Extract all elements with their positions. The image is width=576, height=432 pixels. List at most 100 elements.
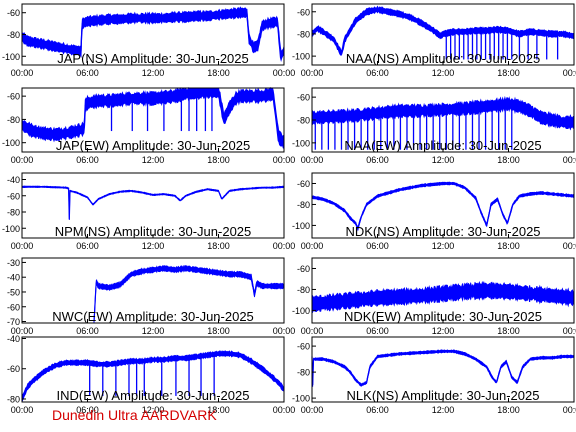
y-tick-label: -80 — [7, 394, 20, 404]
x-tick-label: 00:00 — [563, 241, 576, 251]
x-tick-label: 18:00 — [207, 241, 230, 251]
series-envelope — [312, 7, 574, 56]
x-tick-label: 00:00 — [563, 405, 576, 415]
x-tick-label: 12:00 — [432, 241, 455, 251]
amplitude-panel: -60 -80 -100 00:00 06:00 12:00 18:00 00:00 NAA(N… — [292, 4, 576, 78]
y-tick-label: -80 — [7, 208, 20, 218]
panel-title: JAP(EW) Amplitude: 30-Jun-2025 — [56, 138, 250, 153]
x-tick-label: 06:00 — [76, 155, 99, 165]
x-tick-label: 06:00 — [76, 326, 99, 336]
y-tick-label: -80 — [297, 29, 310, 39]
x-tick-label: 12:00 — [142, 241, 165, 251]
x-tick-label: 06:00 — [366, 68, 389, 78]
x-tick-label: 00:00 — [563, 68, 576, 78]
y-tick-label: -40 — [7, 175, 20, 185]
amplitude-panel: -60 -80 -100 00:00 06:00 12:00 18:00 00:00 JAP(N… — [2, 4, 295, 78]
y-tick-label: -100 — [292, 394, 310, 404]
x-tick-label: 12:00 — [142, 68, 165, 78]
series-line — [312, 184, 574, 229]
x-tick-label: 06:00 — [366, 241, 389, 251]
x-tick-label: 00:00 — [273, 326, 296, 336]
x-tick-label: 00:00 — [301, 326, 324, 336]
x-tick-label: 18:00 — [497, 405, 520, 415]
x-tick-label: 00:00 — [273, 241, 296, 251]
y-tick-label: -30 — [7, 258, 20, 268]
y-tick-label: -80 — [7, 115, 20, 125]
x-tick-label: 06:00 — [366, 155, 389, 165]
y-tick-label: -60 — [7, 8, 20, 18]
y-tick-label: -80 — [7, 30, 20, 40]
amplitude-panel: -60 -80 -100 00:00 06:00 12:00 18:00 00:00 NAA(E… — [292, 88, 576, 165]
x-tick-label: 12:00 — [432, 326, 455, 336]
y-tick-label: -100 — [2, 224, 20, 234]
x-tick-label: 12:00 — [432, 405, 455, 415]
x-tick-label: 00:00 — [11, 405, 34, 415]
x-tick-label: 06:00 — [366, 405, 389, 415]
panel-title: NWC(EW) Amplitude: 30-Jun-2025 — [52, 309, 254, 324]
y-tick-label: -60 — [7, 364, 20, 374]
y-tick-label: -60 — [297, 264, 310, 274]
amplitude-panel: -60 -80 -100 00:00 06:00 12:00 18:00 00:00 NDK(N… — [292, 173, 576, 251]
y-tick-label: -100 — [292, 306, 310, 316]
amplitude-panel: -60-80-10000:0006:0012:0018:0000:00NLK(N… — [292, 337, 576, 415]
x-tick-label: 18:00 — [497, 241, 520, 251]
y-tick-label: -40 — [7, 334, 20, 344]
x-tick-label: 00:00 — [11, 155, 34, 165]
y-tick-label: -100 — [2, 52, 20, 62]
series-envelope — [312, 350, 574, 387]
x-tick-label: 06:00 — [366, 326, 389, 336]
y-tick-label: -100 — [292, 138, 310, 148]
x-tick-label: 00:00 — [273, 405, 296, 415]
y-tick-label: -60 — [7, 191, 20, 201]
series-envelope — [312, 182, 574, 230]
y-tick-label: -50 — [7, 287, 20, 297]
x-tick-label: 18:00 — [207, 326, 230, 336]
amplitude-panel: -40 -60 -80 -100 00:00 06:00 12:00 18:00 00:00 NP… — [2, 173, 295, 251]
x-tick-label: 06:00 — [76, 68, 99, 78]
y-tick-label: -80 — [297, 200, 310, 210]
x-tick-label: 00:00 — [301, 68, 324, 78]
series-line — [312, 351, 574, 385]
x-tick-label: 00:00 — [11, 68, 34, 78]
panel-title: IND(EW) Amplitude: 30-Jun-2025 — [57, 388, 250, 403]
y-tick-label: -80 — [297, 368, 310, 378]
x-tick-label: 00:00 — [563, 326, 576, 336]
x-tick-label: 00:00 — [273, 68, 296, 78]
panel-title: NDK(EW) Amplitude: 30-Jun-2025 — [344, 309, 542, 324]
panel-title: NDK(NS) Amplitude: 30-Jun-2025 — [345, 224, 540, 239]
y-tick-label: -60 — [297, 179, 310, 189]
y-tick-label: -100 — [292, 221, 310, 231]
amplitude-panel: -60 -80 -100 00:00 06:00 12:00 18:00 00:00 JAP(E… — [2, 88, 295, 165]
x-tick-label: 12:00 — [142, 326, 165, 336]
x-tick-label: 12:00 — [432, 155, 455, 165]
x-tick-label: 06:00 — [76, 241, 99, 251]
panel-title: NPM(NS) Amplitude: 30-Jun-2025 — [55, 224, 252, 239]
x-tick-label: 18:00 — [207, 155, 230, 165]
y-tick-label: -60 — [7, 92, 20, 102]
x-tick-label: 00:00 — [301, 155, 324, 165]
y-tick-label: -60 — [7, 302, 20, 312]
x-tick-label: 18:00 — [497, 68, 520, 78]
y-tick-label: -80 — [297, 285, 310, 295]
x-tick-label: 00:00 — [301, 405, 324, 415]
x-tick-label: 18:00 — [497, 155, 520, 165]
y-tick-label: -100 — [2, 138, 20, 148]
x-tick-label: 00:00 — [563, 155, 576, 165]
x-tick-label: 00:00 — [273, 155, 296, 165]
x-tick-label: 12:00 — [432, 68, 455, 78]
y-tick-label: -60 — [297, 7, 310, 17]
x-tick-label: 00:00 — [301, 241, 324, 251]
amplitude-panel: -60 -80 -100 00:00 06:00 12:00 18:00 00:00 NDK(E… — [292, 258, 576, 336]
panel-title: NLK(NS) Amplitude: 30-Jun-2025 — [347, 388, 540, 403]
footer-credit: Dunedin Ultra AARDVARK — [52, 407, 217, 423]
y-tick-label: -60 — [297, 93, 310, 103]
y-tick-label: -100 — [292, 52, 310, 62]
x-tick-label: 18:00 — [497, 326, 520, 336]
panel-title: JAP(NS) Amplitude: 30-Jun-2025 — [57, 51, 248, 66]
x-tick-label: 18:00 — [207, 68, 230, 78]
x-tick-label: 00:00 — [11, 241, 34, 251]
y-tick-label: -40 — [7, 273, 20, 283]
